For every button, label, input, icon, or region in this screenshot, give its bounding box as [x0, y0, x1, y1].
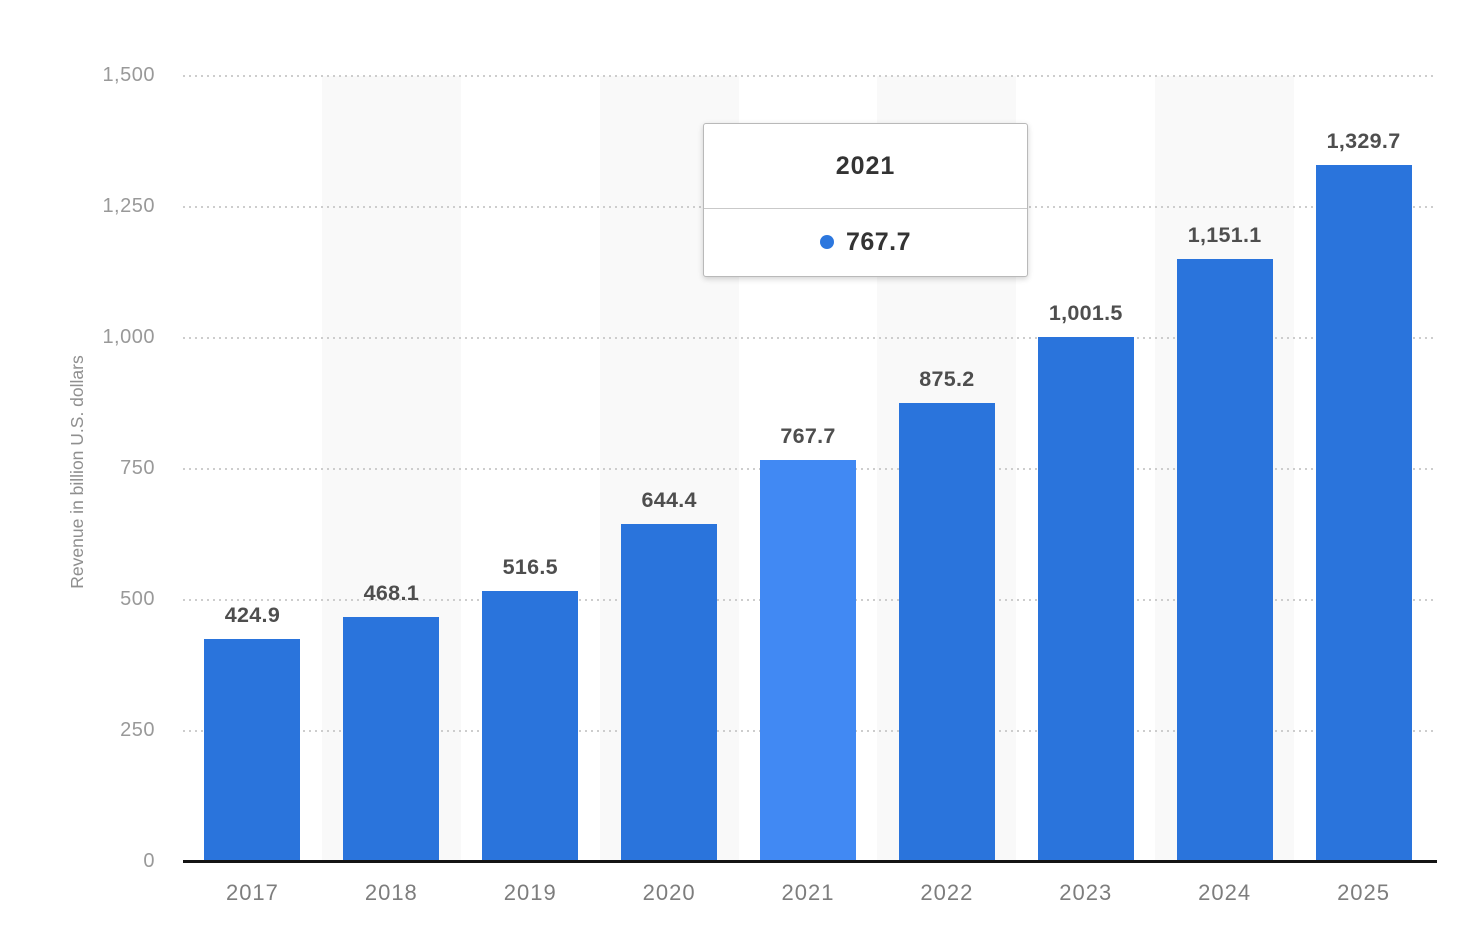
y-tick-label: 0 [143, 850, 155, 872]
tooltip-value-row: 767.7 [704, 209, 1027, 275]
bar-value-label: 424.9 [224, 603, 281, 628]
bar-value-label: 468.1 [363, 580, 419, 605]
x-tick-label: 2023 [1059, 880, 1113, 905]
tooltip: 2021 767.7 [703, 123, 1028, 277]
bar-value-label: 1,329.7 [1326, 129, 1401, 154]
x-tick-label: 2021 [781, 880, 835, 905]
bar-2017[interactable] [204, 639, 301, 862]
x-axis-line [183, 860, 1437, 863]
bar-value-label: 767.7 [780, 423, 836, 448]
bar-value-label: 644.4 [641, 488, 697, 513]
bar-2018[interactable] [343, 616, 440, 862]
x-tick-label: 2024 [1198, 880, 1252, 905]
x-tick-label: 2018 [364, 880, 418, 905]
bar-2022[interactable] [898, 403, 995, 862]
y-tick-label: 250 [120, 719, 155, 741]
bar-value-label: 875.2 [919, 367, 975, 392]
x-tick-label: 2025 [1337, 880, 1391, 905]
bar-2025[interactable] [1315, 165, 1412, 862]
y-tick-label: 750 [120, 457, 155, 479]
bar-2023[interactable] [1037, 337, 1134, 862]
bar-2020[interactable] [621, 524, 718, 862]
x-tick-label: 2022 [920, 880, 974, 905]
x-tick-label: 2017 [225, 880, 279, 905]
tooltip-divider [704, 208, 1027, 209]
gridline [183, 75, 1433, 77]
tooltip-title: 2021 [835, 151, 896, 180]
tooltip-value: 767.7 [845, 227, 912, 256]
x-tick-label: 2019 [503, 880, 557, 905]
series-dot-icon [819, 235, 834, 249]
x-tick-label: 2020 [642, 880, 696, 905]
y-tick-label: 1,500 [102, 64, 155, 86]
bar-value-label: 1,151.1 [1187, 222, 1262, 247]
bar-value-label: 516.5 [502, 555, 558, 580]
bar-2021[interactable] [760, 459, 856, 862]
gridline [183, 337, 1433, 339]
y-tick-label: 1,250 [102, 195, 155, 217]
y-tick-label: 1,000 [102, 326, 155, 348]
bar-2019[interactable] [482, 591, 579, 862]
bar-2024[interactable] [1176, 258, 1273, 862]
y-tick-label: 500 [120, 588, 155, 610]
bar-value-label: 1,001.5 [1048, 301, 1123, 326]
